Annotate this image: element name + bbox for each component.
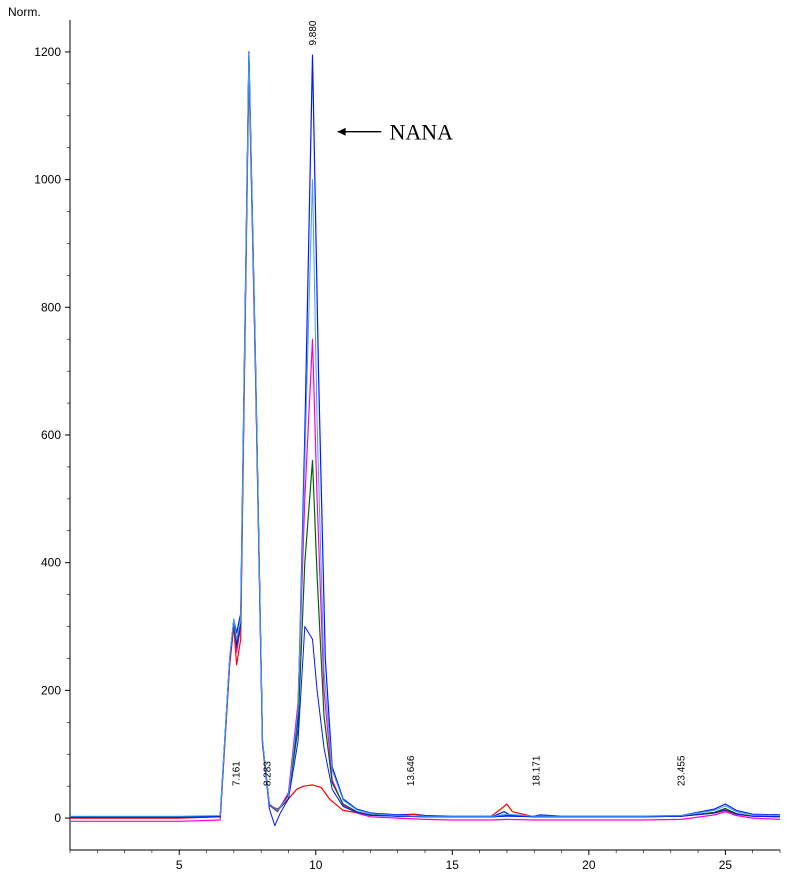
y-tick-label: 800 — [41, 300, 61, 314]
x-tick-label: 10 — [309, 858, 323, 872]
x-tick-label: 20 — [582, 858, 596, 872]
x-tick-label: 5 — [176, 858, 183, 872]
y-tick-label: 0 — [54, 811, 61, 825]
chart-svg: 0 200 400 600 800 1000 1200 Norm. 5 10 15 20 25 7.161… — [0, 0, 786, 885]
y-tick-label: 1200 — [34, 45, 61, 59]
y-axis-title: Norm. — [8, 5, 41, 19]
y-tick-label: 600 — [41, 428, 61, 442]
peak-label: 7.161 — [231, 761, 242, 786]
peak-label: 13.646 — [406, 755, 417, 786]
peak-label: 8.283 — [263, 761, 274, 786]
y-tick-label: 200 — [41, 683, 61, 697]
x-tick-label: 25 — [719, 858, 733, 872]
y-tick-label: 400 — [41, 556, 61, 570]
x-tick-label: 15 — [446, 858, 460, 872]
peak-label: 23.455 — [676, 755, 687, 786]
peak-label: 9.880 — [308, 20, 319, 45]
y-tick-label: 1000 — [34, 173, 61, 187]
annotation-label: NANA — [390, 120, 454, 145]
peak-label: 18.171 — [532, 755, 543, 786]
chromatogram-chart: 0 200 400 600 800 1000 1200 Norm. 5 10 15 20 25 7.161… — [0, 0, 786, 885]
